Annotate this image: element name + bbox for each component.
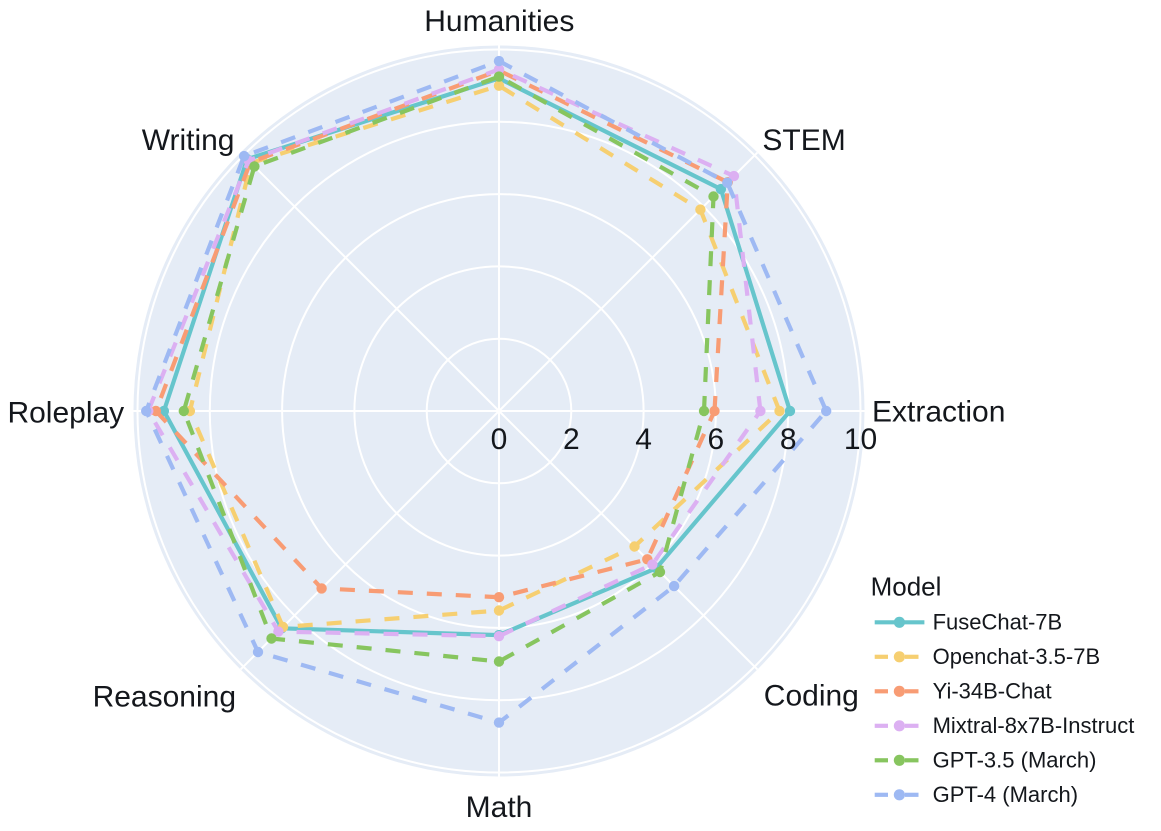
svg-text:4: 4 — [635, 423, 652, 456]
svg-text:Math: Math — [466, 791, 533, 824]
svg-text:Reasoning: Reasoning — [93, 681, 236, 714]
svg-text:GPT-4 (March): GPT-4 (March) — [933, 782, 1078, 807]
svg-text:Humanities: Humanities — [424, 5, 574, 38]
svg-text:Model: Model — [871, 572, 942, 602]
svg-text:Extraction: Extraction — [872, 395, 1005, 428]
svg-text:6: 6 — [708, 423, 725, 456]
svg-text:FuseChat-7B: FuseChat-7B — [933, 610, 1063, 635]
svg-text:Coding: Coding — [764, 680, 859, 713]
svg-text:GPT-3.5 (March): GPT-3.5 (March) — [933, 748, 1097, 773]
svg-text:0: 0 — [491, 423, 508, 456]
svg-text:Openchat-3.5-7B: Openchat-3.5-7B — [933, 644, 1101, 669]
svg-text:Roleplay: Roleplay — [7, 396, 124, 429]
svg-text:2: 2 — [563, 423, 580, 456]
svg-text:Mixtral-8x7B-Instruct: Mixtral-8x7B-Instruct — [933, 713, 1135, 738]
svg-text:STEM: STEM — [762, 124, 845, 157]
svg-text:Writing: Writing — [142, 124, 235, 157]
svg-text:10: 10 — [844, 423, 877, 456]
svg-text:Yi-34B-Chat: Yi-34B-Chat — [933, 679, 1052, 704]
svg-text:8: 8 — [780, 423, 797, 456]
